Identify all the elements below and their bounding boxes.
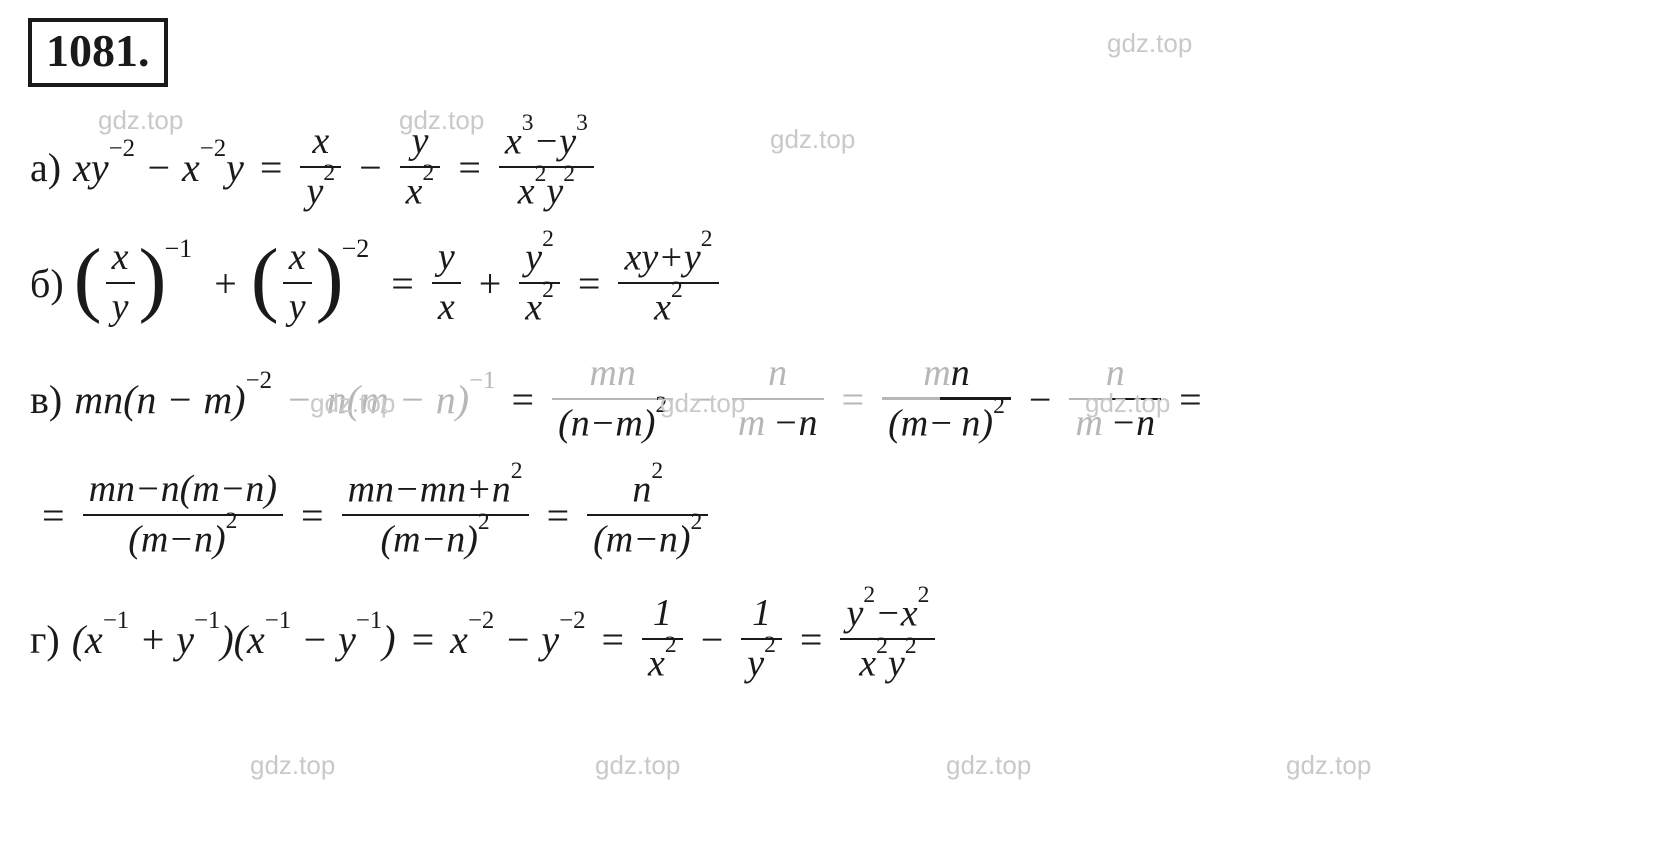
watermark: gdz.top bbox=[1107, 28, 1192, 59]
c-s2-f2: n m −n bbox=[1065, 352, 1165, 446]
equals-icon: = bbox=[564, 260, 615, 307]
c-lhs-seg2: n(m − n)−1 bbox=[325, 376, 498, 423]
item-label-a: а) bbox=[28, 144, 63, 191]
equals-icon: = bbox=[786, 616, 837, 663]
watermark: gdz.top bbox=[946, 750, 1031, 781]
c-line2-f3: n2(m−n)2 bbox=[583, 468, 712, 563]
equals-icon: = bbox=[828, 376, 879, 423]
problem-number: 1081. bbox=[28, 18, 168, 87]
equals-icon: = bbox=[1165, 376, 1216, 423]
watermark: gdz.top bbox=[595, 750, 680, 781]
b-frac2: y2x2 bbox=[515, 236, 564, 331]
b-paren2: ( xy ) bbox=[251, 236, 344, 329]
plus-icon: + bbox=[200, 260, 251, 307]
c-line2-f2: mn−mn+n2(m−n)2 bbox=[338, 468, 533, 563]
page-root: 1081. gdz.top gdz.top gdz.top gdz.top gd… bbox=[0, 0, 1676, 859]
equals-icon: = bbox=[587, 616, 638, 663]
b-pow1: −1 bbox=[165, 234, 199, 264]
d-frac2: 1y2 bbox=[737, 592, 786, 686]
equals-icon: = bbox=[246, 144, 297, 191]
b-frac1: yx bbox=[428, 236, 465, 329]
equals-icon: = bbox=[377, 260, 428, 307]
equation-line-c-row2: = mn−n(m−n)(m−n)2 = mn−mn+n2(m−n)2 = n2(… bbox=[28, 465, 1648, 565]
a-frac2: yx2 bbox=[396, 120, 445, 214]
minus-icon: − bbox=[345, 144, 396, 191]
b-result: xy+y2x2 bbox=[614, 236, 722, 331]
c-lhs-seg1: mn(n − m)−2 bbox=[72, 376, 274, 423]
d-frac1: 1x2 bbox=[638, 592, 687, 686]
a-result: x3−y3x2y2 bbox=[495, 120, 598, 215]
equals-icon: = bbox=[444, 144, 495, 191]
b-paren1: ( xy ) bbox=[74, 236, 167, 329]
item-label-c: в) bbox=[28, 376, 64, 423]
minus-icon: − bbox=[1015, 376, 1066, 423]
plus-icon: + bbox=[465, 260, 516, 307]
d-lhs: (x−1 + y−1)(x−1 − y−1) bbox=[70, 616, 398, 663]
a-lhs: xy−2 − x−2y bbox=[71, 144, 246, 191]
b-pow2: −2 bbox=[342, 234, 376, 264]
watermark: gdz.top bbox=[1286, 750, 1371, 781]
equals-icon: = bbox=[287, 492, 338, 539]
minus-icon: − bbox=[687, 616, 738, 663]
c-s1-f2: n m −n bbox=[728, 352, 828, 445]
d-mid: x−2 − y−2 bbox=[448, 616, 587, 663]
c-s1-f1: mn (n−m)2 bbox=[548, 352, 677, 446]
c-line2-f1: mn−n(m−n)(m−n)2 bbox=[79, 468, 287, 562]
equation-line-b: б) ( xy ) −1 + ( xy ) −2 = yx + y2x2 = x… bbox=[28, 233, 1648, 333]
equals-icon: = bbox=[398, 616, 449, 663]
equation-line-a: а) xy−2 − x−2y = xy2 − yx2 = x3−y3x2y2 bbox=[28, 117, 1648, 217]
item-label-d: г) bbox=[28, 616, 62, 663]
watermark: gdz.top bbox=[250, 750, 335, 781]
equals-icon: = bbox=[28, 492, 79, 539]
minus-icon: − bbox=[274, 376, 325, 423]
d-result: y2−x2x2y2 bbox=[836, 592, 939, 687]
a-frac1: xy2 bbox=[296, 120, 345, 214]
equals-icon: = bbox=[533, 492, 584, 539]
equals-icon: = bbox=[498, 376, 549, 423]
c-s2-f1: mn (m− n)2 bbox=[878, 352, 1015, 447]
equation-line-c-row1: в) mn(n − m)−2 − n(m − n)−1 = mn (n−m)2 … bbox=[28, 349, 1648, 449]
item-label-b: б) bbox=[28, 260, 66, 307]
minus-icon: − bbox=[677, 376, 728, 423]
equation-line-d: г) (x−1 + y−1)(x−1 − y−1) = x−2 − y−2 = … bbox=[28, 589, 1648, 689]
